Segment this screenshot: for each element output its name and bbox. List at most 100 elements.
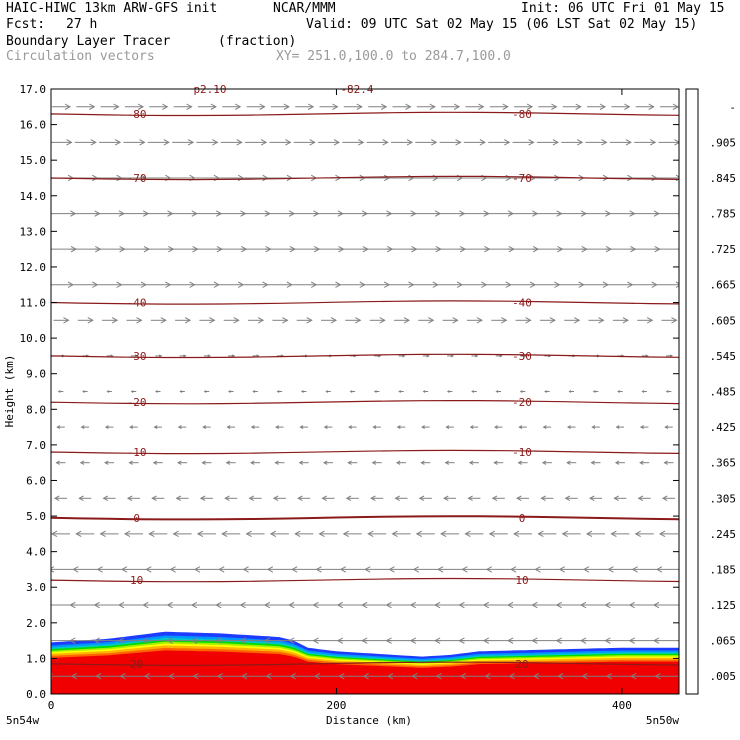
wind-vector	[300, 390, 307, 393]
wind-vector	[639, 460, 650, 465]
wind-vector	[173, 103, 193, 110]
wind-vector	[221, 530, 241, 538]
wind-vector	[364, 566, 390, 573]
wind-vector	[584, 281, 610, 288]
init-time: Init: 06 UTC Fri 01 May 15	[521, 1, 725, 16]
wind-vector	[53, 317, 70, 324]
isotherm-line	[51, 577, 679, 583]
wind-vector	[394, 495, 408, 502]
wind-vector	[177, 425, 187, 429]
wind-vector	[104, 460, 115, 465]
wind-vector	[367, 530, 387, 538]
wind-vector	[99, 139, 122, 146]
wind-vector	[169, 566, 195, 573]
wind-vector	[561, 530, 581, 538]
wind-vector	[582, 566, 608, 573]
wind-vector	[590, 460, 601, 465]
wind-vector	[444, 460, 455, 465]
y-tick-label: 8.0	[26, 403, 46, 416]
colorbar: .005 .065 .125 .185 .245 .305 .365 .425 .485 .545…	[685, 88, 737, 695]
wind-vector	[179, 354, 187, 358]
wind-vector	[533, 210, 563, 217]
wind-vector	[220, 139, 243, 146]
wind-vector	[391, 530, 411, 538]
wind-vector	[270, 103, 290, 110]
wind-vector	[464, 530, 484, 538]
isotherm-label: -20	[512, 396, 532, 409]
wind-vector	[51, 566, 73, 573]
wind-vector	[224, 495, 238, 502]
wind-vector	[493, 460, 504, 465]
wind-vector	[199, 495, 213, 502]
wind-vector	[634, 530, 654, 538]
wind-vector	[566, 425, 576, 429]
wind-vector	[265, 673, 294, 680]
wind-vector	[193, 566, 219, 573]
wind-vector	[412, 566, 438, 573]
circulation-vectors	[51, 103, 679, 680]
wind-vector	[245, 530, 265, 538]
wind-vector	[486, 281, 512, 288]
wind-vector	[631, 566, 657, 573]
wind-vector	[657, 281, 679, 288]
wind-vector	[313, 673, 342, 680]
wind-vector	[104, 425, 114, 429]
wind-vector	[539, 317, 556, 324]
wind-vector	[511, 174, 537, 182]
isotherm-line	[51, 449, 679, 455]
wind-vector	[641, 390, 647, 393]
wind-vector	[415, 530, 435, 538]
wind-vector	[147, 139, 170, 146]
wind-vector	[515, 317, 532, 324]
wind-vector	[322, 460, 333, 465]
wind-vector	[637, 495, 651, 502]
colorbar-label: .725	[710, 243, 737, 256]
wind-vector	[542, 425, 552, 429]
isotherm-label: -70	[127, 172, 147, 185]
wind-vector	[568, 390, 574, 393]
wind-vector	[461, 566, 487, 573]
colorbar-label: -	[729, 101, 736, 114]
wind-vector	[660, 103, 679, 110]
wind-vector	[661, 317, 678, 324]
x-axis: 0 200 400	[48, 89, 632, 712]
wind-vector	[508, 210, 539, 217]
wind-vector	[437, 566, 463, 573]
isotherm-label: 20	[515, 658, 528, 671]
y-tick-label: 17.0	[20, 83, 47, 96]
tracer-band-8	[51, 650, 679, 694]
y-tick-label: 16.0	[20, 119, 47, 132]
left-endpoint: 5n54w	[6, 714, 39, 727]
wind-vector	[77, 317, 94, 324]
isotherm-line	[51, 400, 679, 405]
wind-vector	[484, 673, 513, 680]
fcst-label: Fcst:	[6, 17, 46, 32]
wind-vector	[442, 317, 459, 324]
wind-vector	[655, 566, 679, 573]
wind-vector	[321, 317, 338, 324]
wind-vector	[318, 139, 341, 146]
wind-vector	[559, 281, 585, 288]
wind-vector	[438, 281, 464, 288]
colorbar-label: .785	[710, 208, 737, 221]
isotherm-label: 0	[133, 512, 140, 525]
wind-vector	[466, 317, 483, 324]
wind-vector	[443, 495, 457, 502]
wind-vector	[219, 281, 245, 288]
y-tick-label: 3.0	[26, 581, 46, 594]
wind-vector	[411, 673, 440, 680]
wind-vector	[203, 390, 210, 393]
wind-vector	[292, 281, 318, 288]
wind-vector	[581, 210, 612, 217]
wind-vector	[274, 460, 285, 465]
wind-vector	[172, 530, 192, 538]
wind-vector	[106, 390, 112, 393]
wind-vector	[484, 210, 515, 217]
wind-vector	[652, 637, 679, 644]
wind-vector	[95, 210, 125, 217]
wind-vector	[168, 210, 198, 217]
wind-vector	[294, 530, 314, 538]
wind-vector	[637, 317, 654, 324]
wind-vector	[75, 530, 95, 538]
wind-vector	[658, 530, 678, 538]
